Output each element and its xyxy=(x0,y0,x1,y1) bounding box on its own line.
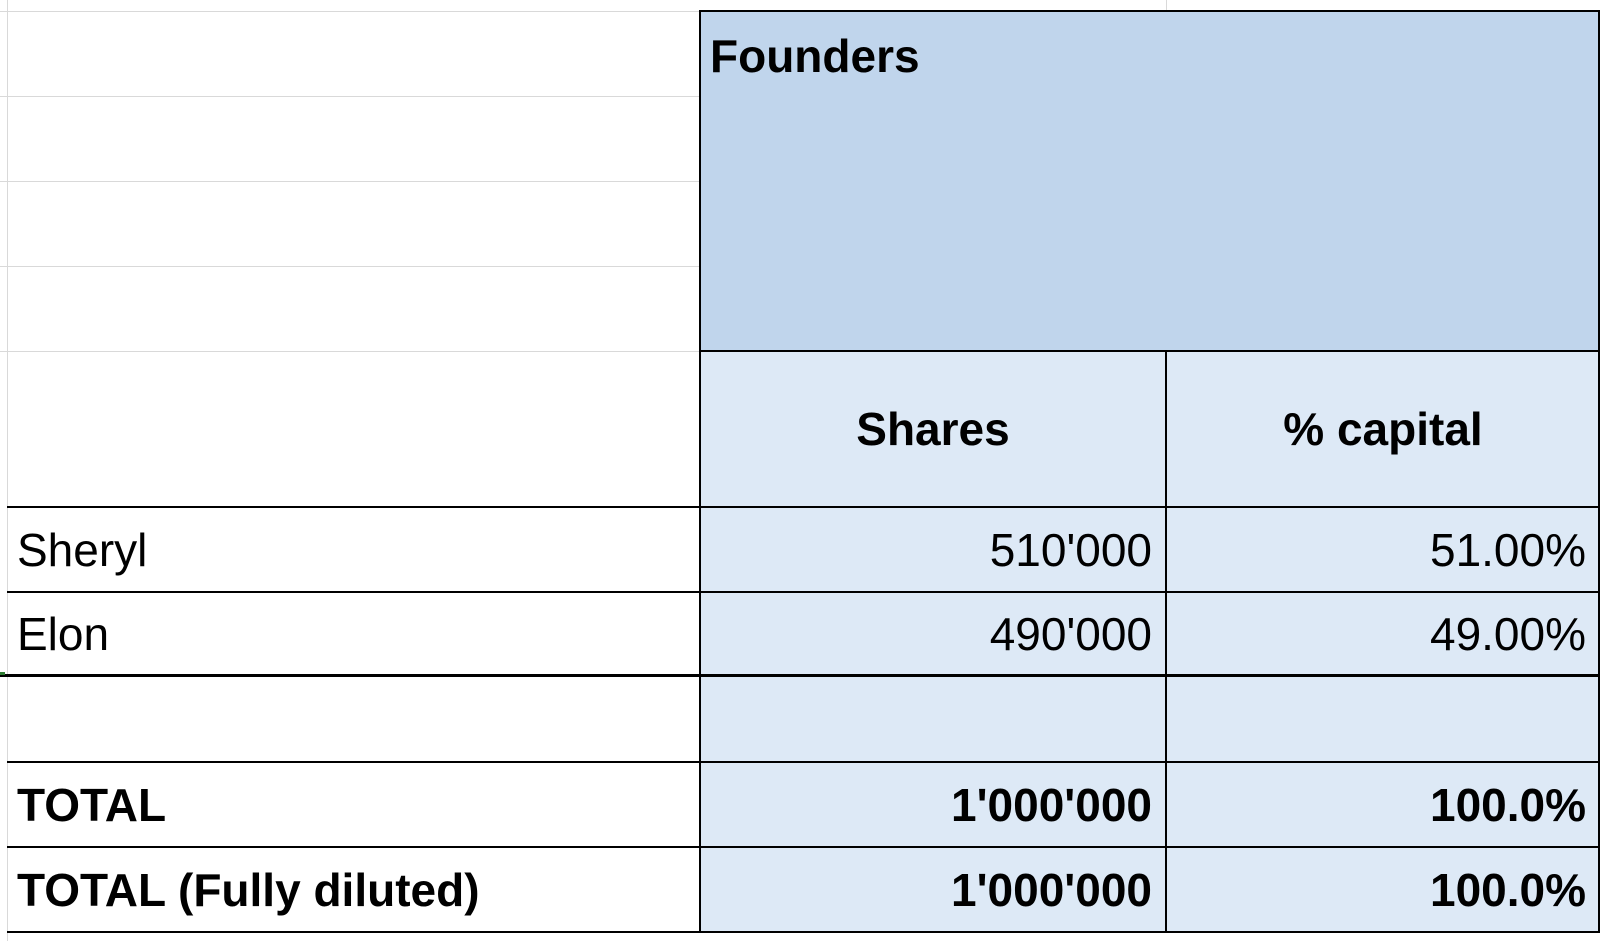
row-name: Sheryl xyxy=(17,523,148,576)
capital-value: 49.00% xyxy=(1429,607,1586,660)
founders-header-label: Founders xyxy=(710,30,920,82)
total-shares-value: 1'000'000 xyxy=(951,778,1152,831)
empty-shares-cell[interactable] xyxy=(700,675,1166,762)
total-diluted-name: TOTAL (Fully diluted) xyxy=(17,863,480,916)
total-diluted-shares-value: 1'000'000 xyxy=(951,863,1152,916)
shares-cell[interactable]: 510'000 xyxy=(700,507,1166,592)
shares-value: 490'000 xyxy=(989,607,1152,660)
empty-capital-cell[interactable] xyxy=(1166,675,1600,762)
capital-value: 51.00% xyxy=(1429,523,1586,576)
capital-header-label: % capital xyxy=(1283,403,1483,455)
row-name-cell[interactable]: Sheryl xyxy=(7,507,700,592)
total-name-cell[interactable]: TOTAL xyxy=(7,762,700,847)
founders-header-cell[interactable]: Founders xyxy=(700,11,1600,351)
shares-header-label: Shares xyxy=(856,403,1010,455)
total-diluted-name-cell[interactable]: TOTAL (Fully diluted) xyxy=(7,847,700,932)
row-name: Elon xyxy=(17,607,110,660)
capital-column-header[interactable]: % capital xyxy=(1166,351,1600,507)
empty-name-cell[interactable] xyxy=(7,675,700,762)
total-diluted-capital-cell[interactable]: 100.0% xyxy=(1166,847,1600,932)
total-capital-value: 100.0% xyxy=(1429,778,1586,831)
total-capital-cell[interactable]: 100.0% xyxy=(1166,762,1600,847)
total-name: TOTAL xyxy=(17,778,167,831)
capital-cell[interactable]: 49.00% xyxy=(1166,592,1600,675)
total-diluted-capital-value: 100.0% xyxy=(1429,863,1586,916)
shares-cell[interactable]: 490'000 xyxy=(700,592,1166,675)
capital-cell[interactable]: 51.00% xyxy=(1166,507,1600,592)
shares-value: 510'000 xyxy=(989,523,1152,576)
total-shares-cell[interactable]: 1'000'000 xyxy=(700,762,1166,847)
total-diluted-shares-cell[interactable]: 1'000'000 xyxy=(700,847,1166,932)
shares-column-header[interactable]: Shares xyxy=(700,351,1166,507)
row-name-cell[interactable]: Elon xyxy=(7,592,700,675)
row-label-header-cell[interactable] xyxy=(7,351,700,507)
